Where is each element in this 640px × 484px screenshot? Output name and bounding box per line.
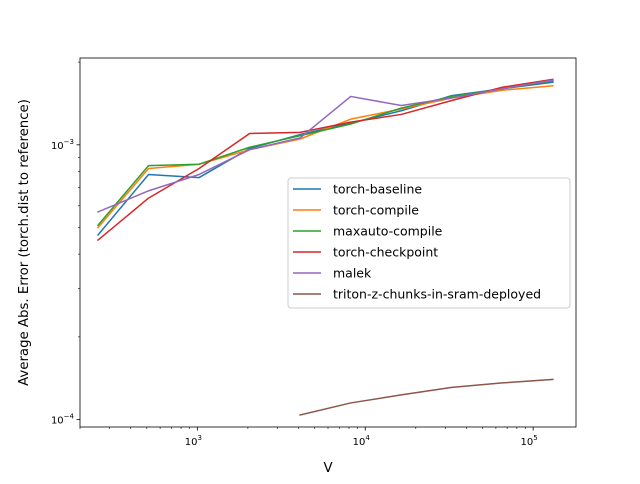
y-axis-label: Average Abs. Error (torch.dist to refere…	[17, 99, 32, 386]
legend-label: torch-checkpoint	[333, 245, 438, 260]
y-tick-label: 10−4	[51, 413, 75, 427]
x-tick-label: 103	[185, 434, 202, 448]
legend-box	[287, 177, 571, 309]
x-tick-label: 105	[521, 434, 538, 448]
y-axis: 10−4 10−3	[51, 61, 80, 427]
x-axis-label: V	[323, 461, 332, 476]
y-tick-label: 10−3	[51, 138, 74, 152]
legend-label: torch-compile	[333, 203, 419, 218]
legend-label: torch-baseline	[333, 182, 422, 197]
series-line-4	[97, 79, 554, 213]
legend-label: malek	[333, 266, 372, 281]
legend-label: triton-z-chunks-in-sram-deployed	[333, 287, 541, 302]
x-axis: 103 104 105	[79, 427, 538, 448]
x-tick-label: 104	[353, 434, 371, 448]
series-line-2	[96, 79, 554, 227]
legend: torch-baseline torch-compile maxauto-compi…	[287, 177, 571, 309]
legend-label: maxauto-compile	[333, 224, 443, 239]
series-line-5	[299, 378, 554, 416]
plot-lines	[96, 78, 554, 416]
